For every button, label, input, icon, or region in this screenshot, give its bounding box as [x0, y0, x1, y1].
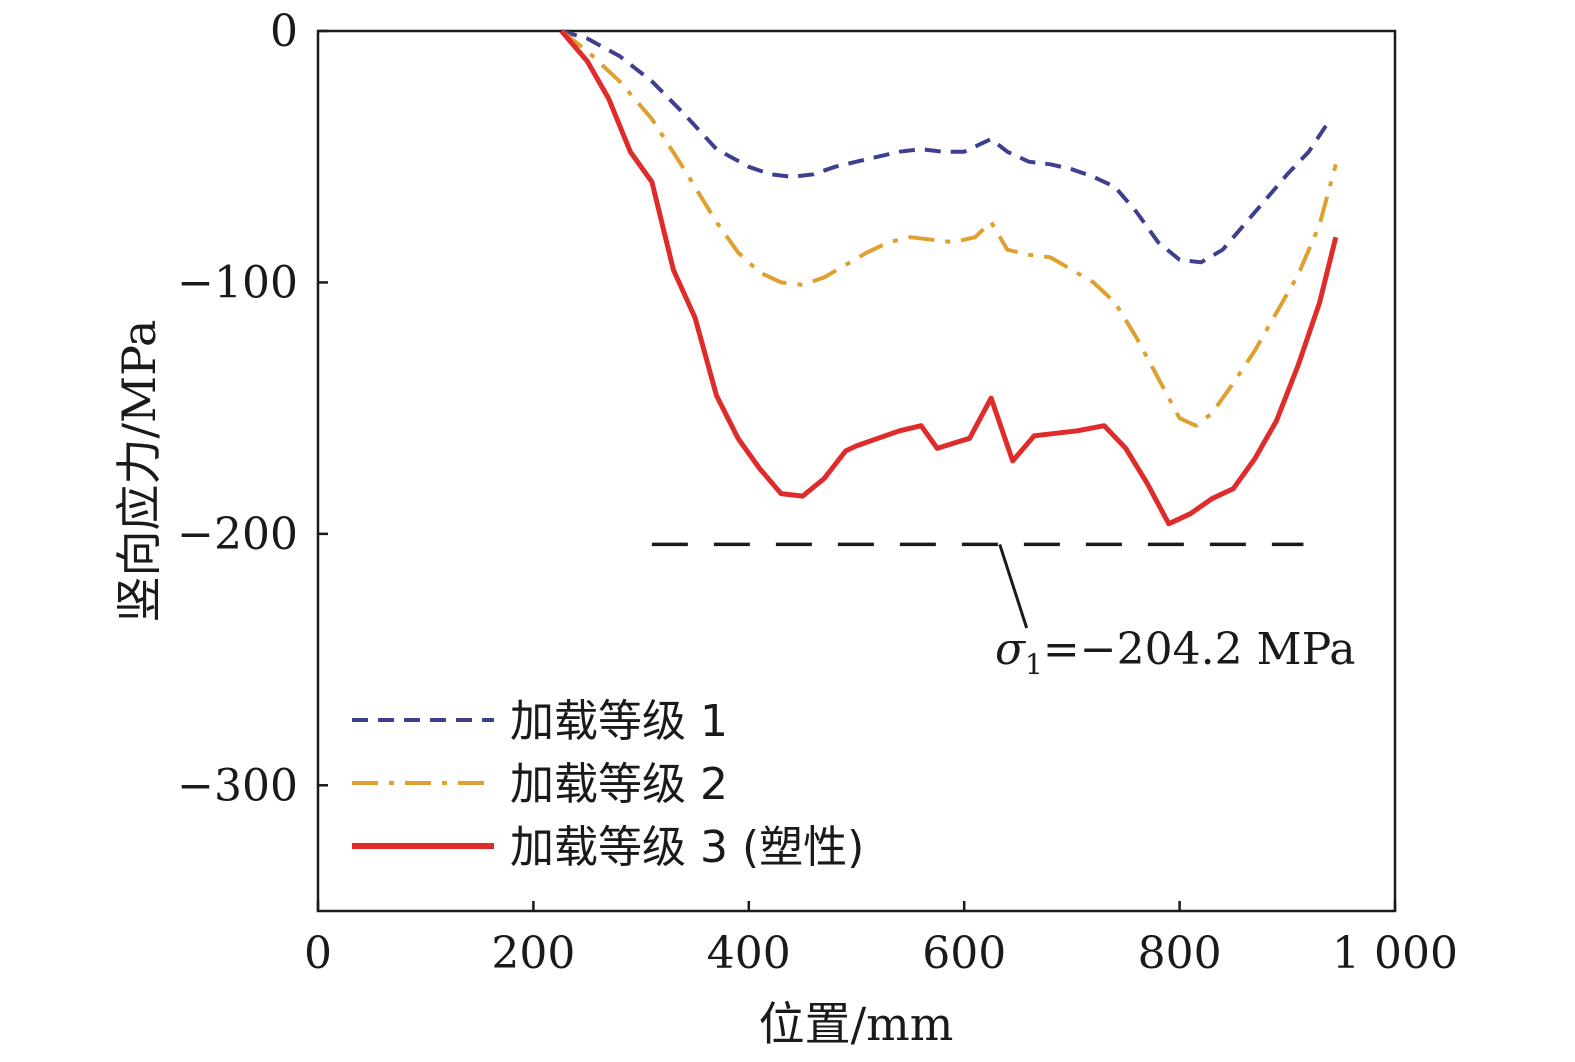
x-tick-label: 400 — [707, 928, 791, 979]
annotation-value: =−204.2 MPa — [1043, 624, 1356, 675]
y-axis-title: 竖向应力/MPa — [112, 320, 166, 623]
annotation-subscript: 1 — [1025, 648, 1043, 681]
series-line-1 — [560, 29, 1333, 265]
y-tick-label: −100 — [177, 257, 298, 308]
x-tick-label: 0 — [304, 928, 332, 979]
x-tick-label: 600 — [922, 928, 1006, 979]
y-tick-label: 0 — [270, 6, 298, 57]
plot-frame — [316, 29, 1397, 913]
x-axis-ticks: 0 200 400 600 800 1 000 — [304, 901, 1458, 979]
y-tick-label: −300 — [177, 760, 298, 811]
x-tick-label: 800 — [1138, 928, 1222, 979]
legend-label-2: 加载等级 2 — [510, 759, 728, 810]
series-line-2 — [560, 29, 1338, 428]
reference-line-group — [651, 542, 1304, 629]
reference-annotation: σ1=−204.2 MPa — [995, 624, 1355, 681]
y-tick-label: −200 — [177, 509, 298, 560]
x-tick-label: 200 — [491, 928, 575, 979]
series-group — [559, 29, 1339, 527]
y-axis-ticks: 0 −100 −200 −300 — [177, 6, 328, 811]
annotation-leader-line — [998, 543, 1029, 629]
legend-label-3: 加载等级 3 (塑性) — [510, 822, 864, 873]
annotation-symbol: σ — [995, 624, 1027, 675]
series-line-3 — [559, 29, 1339, 527]
legend: 加载等级 1 加载等级 2 加载等级 3 (塑性) — [352, 696, 864, 873]
x-tick-label: 1 000 — [1332, 928, 1458, 979]
legend-label-1: 加载等级 1 — [510, 696, 728, 747]
x-axis-title: 位置/mm — [759, 997, 954, 1051]
